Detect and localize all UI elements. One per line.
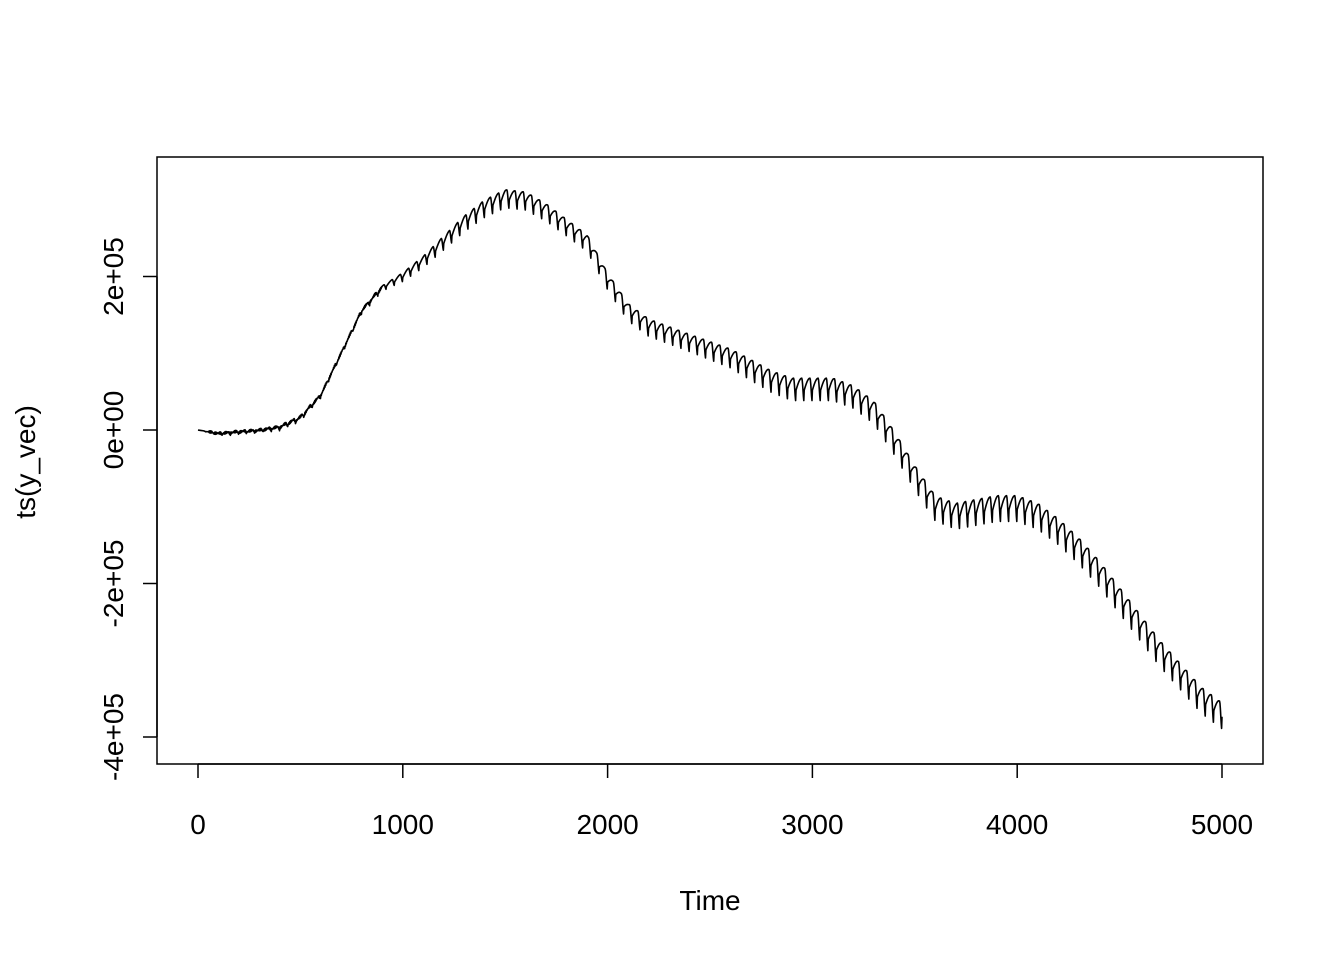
x-tick-label: 0: [190, 809, 206, 840]
y-axis: -4e+05 -2e+05 0e+00 2e+05: [98, 237, 158, 781]
x-tick-label: 5000: [1191, 809, 1253, 840]
x-tick-label: 2000: [576, 809, 638, 840]
y-tick-label: -2e+05: [98, 540, 129, 628]
y-tick-label: 2e+05: [98, 237, 129, 316]
series-line: [197, 189, 1223, 730]
x-axis-title: Time: [679, 885, 740, 916]
y-axis-title: ts(y_vec): [10, 405, 41, 519]
x-tick-label: 1000: [372, 809, 434, 840]
y-tick-label: -4e+05: [98, 693, 129, 781]
x-tick-label: 3000: [781, 809, 843, 840]
x-axis: 0 1000 2000 3000 4000 5000: [190, 763, 1253, 840]
x-tick-label: 4000: [986, 809, 1048, 840]
y-tick-label: 0e+00: [98, 391, 129, 470]
